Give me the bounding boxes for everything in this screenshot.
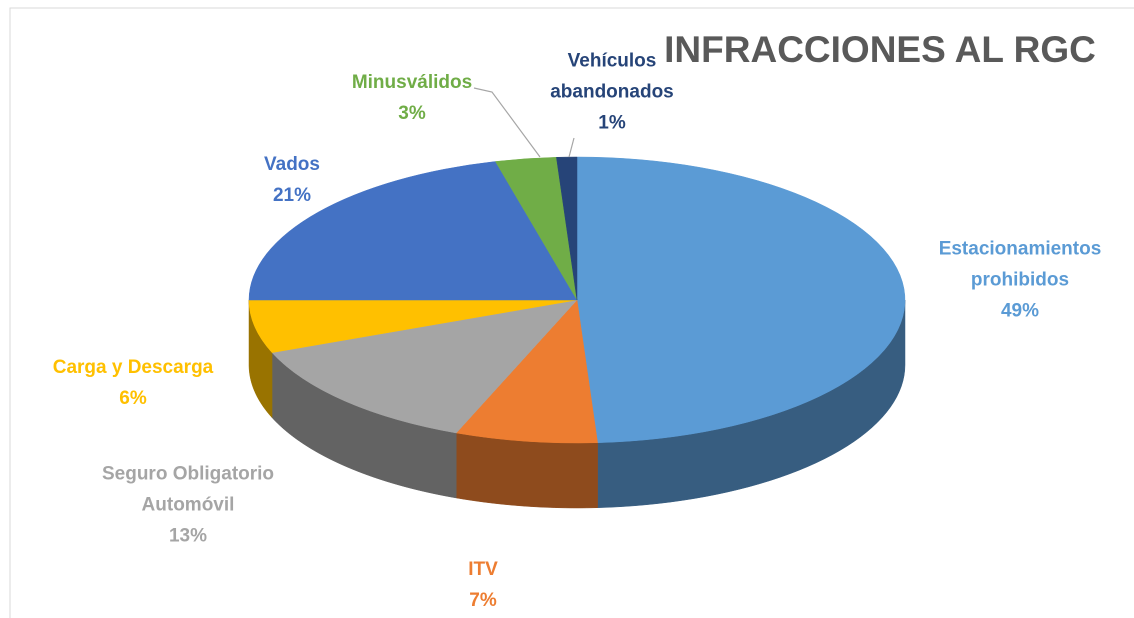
slice xyxy=(576,156,906,443)
slice xyxy=(248,161,578,301)
data-label: Estacionamientos prohibidos 49% xyxy=(920,234,1120,327)
value-label: 49% xyxy=(1000,300,1040,322)
value-label: 1% xyxy=(598,112,626,134)
data-label: Minusválidos 3% xyxy=(342,67,482,129)
data-label: ITV 7% xyxy=(443,554,523,616)
value-label: 3% xyxy=(398,103,426,124)
chart-border xyxy=(9,7,1134,618)
data-label: Carga y Descarga 6% xyxy=(23,352,243,414)
data-label: Vehículos abandonados 1% xyxy=(537,46,687,139)
data-label: Vados 21% xyxy=(252,149,332,211)
leader-line xyxy=(473,87,541,158)
value-label: 6% xyxy=(119,388,147,409)
category-label: Minusválidos xyxy=(351,72,473,93)
category-label: ITV xyxy=(468,559,498,580)
data-label: Seguro Obligatorio Automóvil 13% xyxy=(73,459,303,552)
category-label: Vados xyxy=(264,154,320,175)
slice xyxy=(556,156,578,301)
slice-side xyxy=(456,432,598,509)
value-label: 21% xyxy=(272,185,312,206)
value-label: 7% xyxy=(469,590,497,611)
slice xyxy=(271,299,578,434)
category-label: Estacionamientos prohibidos xyxy=(938,238,1102,291)
category-label: Vehículos abandonados xyxy=(550,50,674,103)
value-label: 13% xyxy=(168,525,208,547)
slice xyxy=(248,299,578,353)
chart-title: INFRACCIONES AL RGC xyxy=(664,29,1096,70)
leader-line xyxy=(568,137,575,158)
slice xyxy=(455,299,598,444)
category-label: Carga y Descarga xyxy=(52,357,214,378)
category-label: Seguro Obligatorio Automóvil xyxy=(101,463,275,516)
